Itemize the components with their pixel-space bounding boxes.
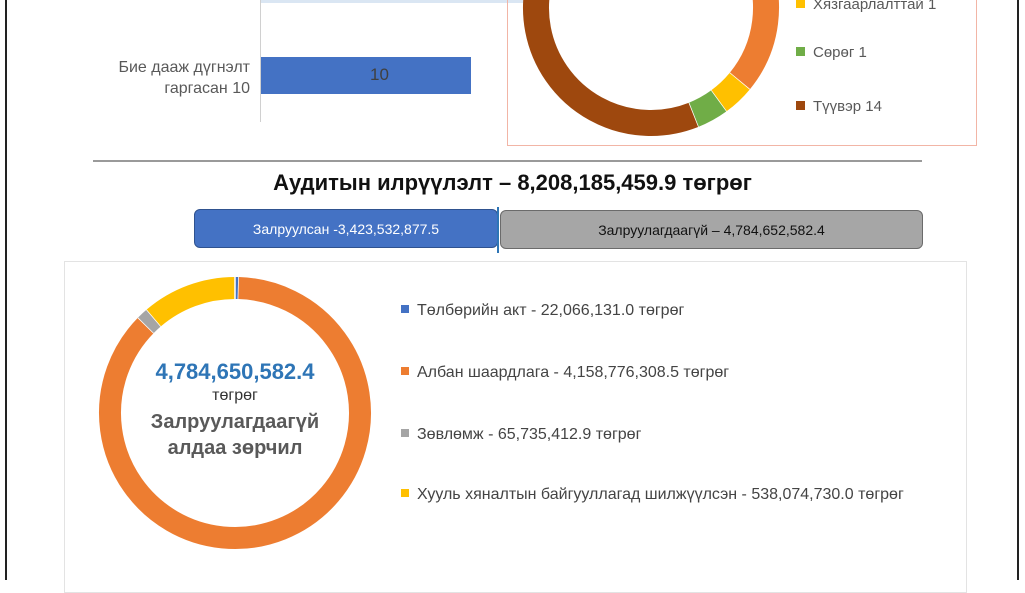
legend-item-recommendation: Зөвлөмж - 65,735,412.9 төгрөг xyxy=(401,424,941,446)
bar-independent-conclusion xyxy=(261,57,471,94)
legend-label-law-enforcement: Хууль хяналтын байгууллагад шилжүүлсэн -… xyxy=(417,486,904,503)
legend-label-restricted: Хязгаарлалттай 1 xyxy=(813,0,936,13)
top-bar-chart: 10 Бие дааж дүгнэлт гаргасан 10 xyxy=(70,0,490,130)
donut-center-unit: төгрөг xyxy=(135,387,335,405)
donut-center-label-line2: алдаа зөрчил xyxy=(120,435,350,461)
legend-swatch-brown xyxy=(796,101,805,110)
bottom-donut-slice-3 xyxy=(154,288,235,318)
legend-swatch-yellow-bottom xyxy=(401,489,409,497)
legend-label-payment-act: Төлбөрийн акт - 22,066,131.0 төгрөг xyxy=(417,302,684,319)
donut-center-amount: 4,784,650,582.4 xyxy=(135,359,335,385)
legend-item-sample: Түүвэр 14 xyxy=(796,98,882,115)
bar-separator-line xyxy=(497,207,499,253)
top-donut-slice-2 xyxy=(693,101,718,115)
top-donut-slice-0 xyxy=(651,0,766,81)
legend-swatch-yellow xyxy=(796,0,805,8)
top-donut-slice-1 xyxy=(719,81,740,101)
legend-item-law-enforcement: Хууль хяналтын байгууллагад шилжүүлсэн -… xyxy=(401,484,941,506)
legend-item-restricted: Хязгаарлалттай 1 xyxy=(796,0,936,13)
legend-swatch-green xyxy=(796,47,805,56)
legend-label-sample: Түүвэр 14 xyxy=(813,98,882,115)
legend-swatch-blue xyxy=(401,305,409,313)
bar-previous-edge xyxy=(261,0,533,3)
uncorrected-amount-bar: Залруулагдаагүй – 4,784,652,582.4 xyxy=(500,210,923,249)
legend-item-negative: Сөрөг 1 xyxy=(796,44,867,61)
section-divider xyxy=(93,160,922,162)
legend-swatch-gray xyxy=(401,429,409,437)
section-title: Аудитын илрүүлэлт – 8,208,185,459.9 төгр… xyxy=(0,170,1025,196)
legend-item-payment-act: Төлбөрийн акт - 22,066,131.0 төгрөг xyxy=(401,300,941,322)
legend-label-official-demand: Албан шаардлага - 4,158,776,308.5 төгрөг xyxy=(417,364,729,381)
legend-label-negative: Сөрөг 1 xyxy=(813,44,867,61)
corrected-amount-bar: Залруулсан -3,423,532,877.5 xyxy=(194,209,498,248)
legend-item-official-demand: Албан шаардлага - 4,158,776,308.5 төгрөг xyxy=(401,362,941,384)
bottom-donut-slice-2 xyxy=(146,318,154,325)
bottom-donut-panel: 4,784,650,582.4 төгрөг Залруулагдаагүй а… xyxy=(64,261,967,593)
donut-center-label-line1: Залруулагдаагүй xyxy=(120,409,350,435)
top-donut-chart xyxy=(508,0,976,147)
bar-value-label: 10 xyxy=(370,65,389,85)
top-donut-slice-3 xyxy=(536,0,693,123)
legend-label-recommendation: Зөвлөмж - 65,735,412.9 төгрөг xyxy=(417,426,641,443)
legend-swatch-orange xyxy=(401,367,409,375)
frame-right-border xyxy=(1017,0,1019,580)
donut-center-label: Залруулагдаагүй алдаа зөрчил xyxy=(120,409,350,461)
bar-category-label: Бие дааж дүгнэлт гаргасан 10 xyxy=(70,57,250,99)
top-donut-panel: Хязгаарлалттай 1 Сөрөг 1 Түүвэр 14 xyxy=(507,0,977,146)
frame-left-border xyxy=(5,0,7,580)
